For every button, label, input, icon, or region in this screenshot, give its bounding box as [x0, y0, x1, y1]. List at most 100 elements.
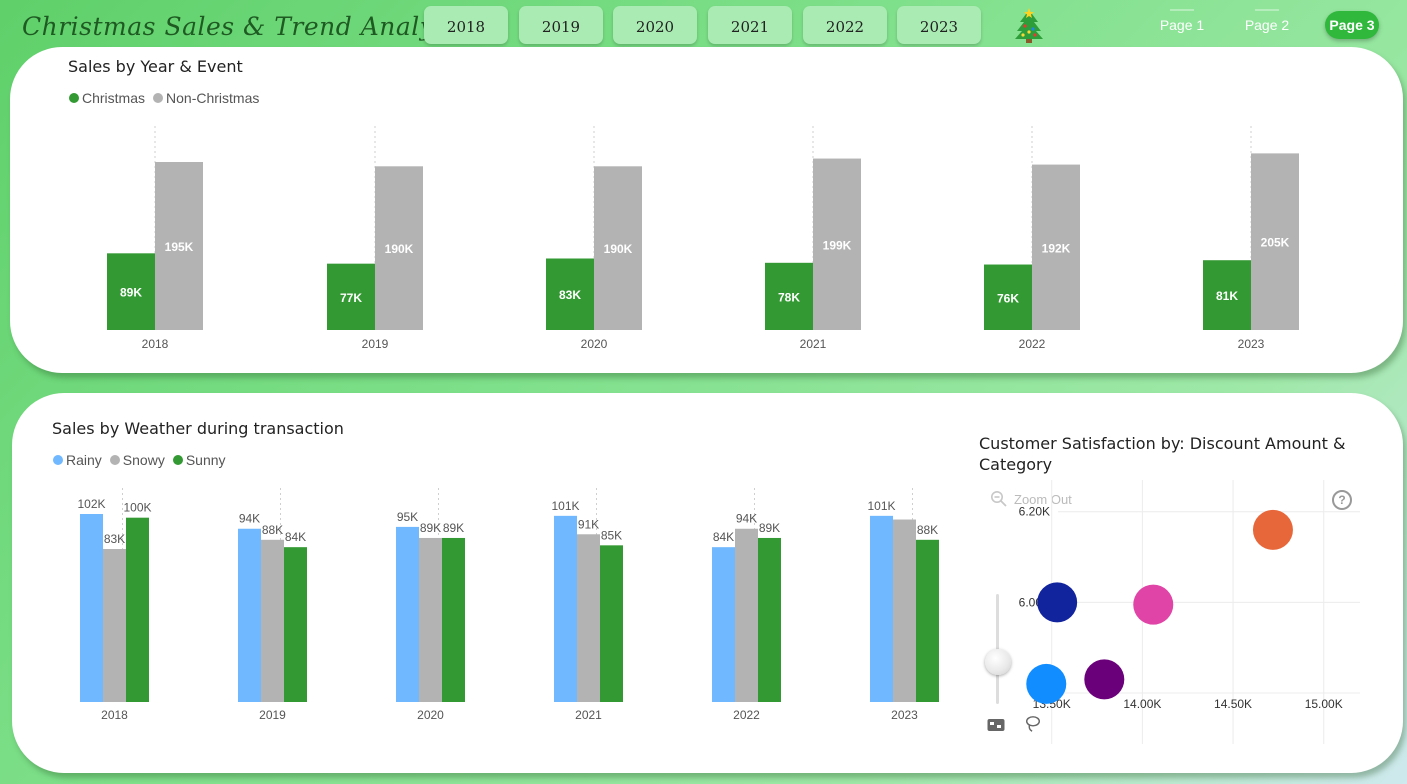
- christmas-tree-icon: [1015, 8, 1043, 43]
- page-1-label: Page 1: [1159, 17, 1205, 33]
- bar-sunny-2021: [600, 545, 623, 702]
- bar-non-christmas-2019: [375, 166, 423, 330]
- x-tick-weather-2023: 2023: [891, 708, 918, 722]
- legend-christmas-label: Christmas: [82, 90, 146, 106]
- bar-christmas-2022: [984, 264, 1032, 330]
- data-label-snowy-2021: 91K: [578, 517, 599, 531]
- year-button-2022[interactable]: 2022: [803, 6, 887, 44]
- legend-christmas[interactable]: Christmas: [69, 90, 145, 106]
- x-tick-weather-2021: 2021: [575, 708, 602, 722]
- zoom-out-icon: [991, 491, 1007, 507]
- x-tick-2023: 2023: [1238, 337, 1265, 351]
- sales-by-year-legend: Christmas Non-Christmas: [69, 90, 259, 106]
- data-label-sunny-2020: 89K: [443, 521, 464, 535]
- data-label-rainy-2020: 95K: [397, 510, 418, 524]
- legend-non-christmas-label: Non-Christmas: [166, 90, 260, 106]
- scatter-point-4: [1084, 659, 1125, 700]
- bar-christmas-2021: [765, 262, 813, 330]
- data-label-christmas-2022: 76K: [997, 291, 1019, 305]
- legend-non-christmas[interactable]: Non-Christmas: [153, 90, 259, 106]
- data-label-snowy-2019: 88K: [262, 523, 283, 537]
- year-button-2021[interactable]: 2021: [708, 6, 792, 44]
- christmas-dot: [69, 93, 79, 103]
- bar-rainy-2021: [554, 515, 577, 702]
- sales-by-weather-title: Sales by Weather during transaction: [52, 419, 344, 438]
- bar-christmas-2018: [107, 253, 155, 330]
- sales-by-year-title: Sales by Year & Event: [68, 57, 243, 76]
- x-tick-2018: 2018: [142, 337, 169, 351]
- data-label-rainy-2022: 84K: [713, 530, 734, 544]
- page-3-button[interactable]: Page 3: [1325, 11, 1379, 39]
- rectangle-select-icon[interactable]: [986, 716, 1006, 734]
- bar-non-christmas-2021: [813, 158, 861, 330]
- scatter-point-2: [1133, 584, 1174, 625]
- year-button-2020[interactable]: 2020: [613, 6, 697, 44]
- bar-snowy-2019: [261, 539, 284, 702]
- non-christmas-dot: [153, 93, 164, 103]
- data-label-rainy-2018: 102K: [77, 497, 105, 511]
- bar-sunny-2023: [916, 539, 939, 702]
- data-label-christmas-2018: 89K: [120, 286, 142, 300]
- bar-rainy-2019: [238, 528, 261, 702]
- zoom-out-label: Zoom Out: [1014, 491, 1072, 507]
- scatter-x-tick-2: 14.50K: [1214, 697, 1252, 711]
- bar-rainy-2018: [80, 514, 103, 702]
- page-1-button[interactable]: Page 1: [1150, 9, 1214, 39]
- page-2-button[interactable]: Page 2: [1235, 9, 1299, 39]
- page-3-label: Page 3: [1329, 17, 1375, 33]
- bar-sunny-2020: [442, 537, 465, 702]
- x-tick-weather-2020: 2020: [417, 708, 444, 722]
- x-tick-weather-2022: 2022: [733, 708, 760, 722]
- bar-non-christmas-2023: [1251, 153, 1299, 330]
- rainy-dot: [53, 455, 63, 465]
- year-button-2019[interactable]: 2019: [519, 6, 603, 44]
- bar-sunny-2019: [284, 547, 307, 702]
- bar-sunny-2022: [758, 537, 781, 702]
- sales-by-year-panel: [10, 47, 1403, 373]
- help-icon[interactable]: ?: [1332, 490, 1352, 510]
- bar-snowy-2021: [577, 534, 600, 702]
- data-label-non-christmas-2022: 192K: [1042, 241, 1071, 255]
- bar-snowy-2022: [735, 528, 758, 702]
- legend-rainy[interactable]: Rainy: [53, 452, 102, 468]
- zoom-out-button[interactable]: Zoom Out: [990, 490, 1072, 508]
- data-label-non-christmas-2021: 199K: [823, 238, 852, 252]
- data-label-christmas-2023: 81K: [1216, 289, 1238, 303]
- legend-sunny[interactable]: Sunny: [172, 452, 226, 468]
- customer-satisfaction-title: Customer Satisfaction by: Discount Amoun…: [979, 434, 1346, 474]
- year-button-2018[interactable]: 2018: [424, 6, 508, 44]
- legend-snowy[interactable]: Snowy: [109, 452, 165, 468]
- bar-christmas-2023: [1203, 260, 1251, 330]
- sales-by-weather-legend: Rainy Snowy Sunny: [53, 452, 226, 468]
- scatter-point-3: [1026, 663, 1067, 704]
- bar-snowy-2020: [419, 537, 442, 702]
- data-label-rainy-2023: 101K: [867, 499, 895, 513]
- bar-rainy-2022: [712, 547, 735, 702]
- data-label-non-christmas-2018: 195K: [165, 240, 194, 254]
- bar-rainy-2023: [870, 515, 893, 702]
- data-label-sunny-2021: 85K: [601, 528, 622, 542]
- legend-rainy-label: Rainy: [66, 452, 102, 468]
- data-label-rainy-2019: 94K: [239, 512, 260, 526]
- data-label-non-christmas-2019: 190K: [385, 242, 414, 256]
- data-label-snowy-2022: 94K: [736, 512, 757, 526]
- data-label-snowy-2018: 83K: [104, 532, 125, 546]
- bar-non-christmas-2022: [1032, 164, 1080, 330]
- data-label-rainy-2021: 101K: [551, 499, 579, 513]
- x-tick-weather-2018: 2018: [101, 708, 128, 722]
- data-label-sunny-2018: 100K: [123, 501, 151, 515]
- data-label-christmas-2019: 77K: [340, 291, 362, 305]
- scatter-point-1: [1037, 582, 1078, 623]
- x-tick-2020: 2020: [581, 337, 608, 351]
- zoom-slider-thumb[interactable]: [985, 649, 1011, 675]
- bar-snowy-2018: [103, 549, 126, 702]
- scatter-y-tick-0: 6.20K: [1019, 505, 1050, 519]
- x-tick-weather-2019: 2019: [259, 708, 286, 722]
- lasso-select-icon[interactable]: [1023, 715, 1043, 733]
- legend-sunny-label: Sunny: [185, 452, 226, 468]
- data-label-snowy-2020: 89K: [420, 521, 441, 535]
- year-button-2023[interactable]: 2023: [897, 6, 981, 44]
